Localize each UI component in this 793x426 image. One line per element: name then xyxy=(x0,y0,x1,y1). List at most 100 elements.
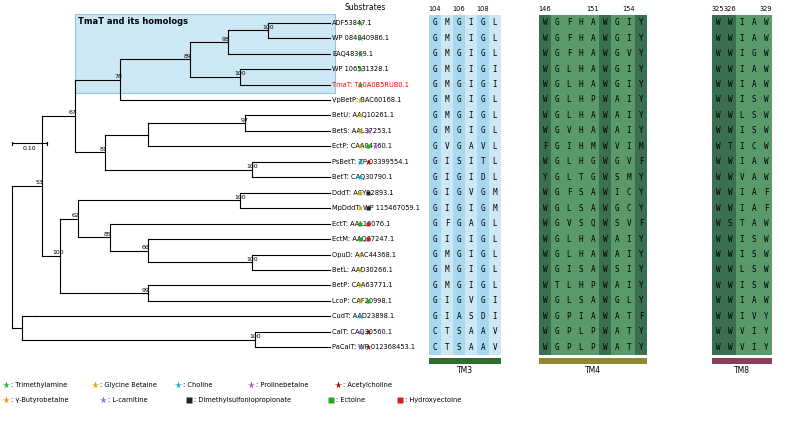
Text: I: I xyxy=(469,49,473,58)
Text: : L-carnitine: : L-carnitine xyxy=(108,397,147,403)
Text: L: L xyxy=(567,111,571,120)
Text: 104: 104 xyxy=(429,6,442,12)
Text: W: W xyxy=(764,95,768,104)
Text: W: W xyxy=(542,65,547,74)
Text: V: V xyxy=(445,142,450,151)
Text: : Glycine Betaine: : Glycine Betaine xyxy=(100,382,157,388)
Text: A: A xyxy=(615,281,619,290)
Text: A: A xyxy=(615,127,619,135)
Text: L: L xyxy=(492,142,497,151)
Text: OpuD: AAC44368.1: OpuD: AAC44368.1 xyxy=(332,251,396,258)
Text: L: L xyxy=(492,95,497,104)
Text: I: I xyxy=(445,173,450,182)
Text: WP 106531328.1: WP 106531328.1 xyxy=(332,66,389,72)
Text: S: S xyxy=(457,343,462,352)
Text: T: T xyxy=(626,312,631,321)
Text: L: L xyxy=(492,127,497,135)
Text: MpDddT: WP 115467059.1: MpDddT: WP 115467059.1 xyxy=(332,205,419,211)
Text: Y: Y xyxy=(638,188,643,197)
Text: I: I xyxy=(752,343,757,352)
Text: I: I xyxy=(740,49,745,58)
Text: : Dimethylsulfoniopropionate: : Dimethylsulfoniopropionate xyxy=(194,397,291,403)
Text: I: I xyxy=(752,327,757,336)
Text: A: A xyxy=(615,327,619,336)
Text: W: W xyxy=(603,327,607,336)
Bar xyxy=(539,358,647,364)
Text: G: G xyxy=(433,127,437,135)
Text: A: A xyxy=(752,173,757,182)
Text: W: W xyxy=(728,34,732,43)
Text: A: A xyxy=(752,204,757,213)
Text: EctT: AAL16076.1: EctT: AAL16076.1 xyxy=(332,221,390,227)
Text: G: G xyxy=(554,204,559,213)
Text: S: S xyxy=(752,265,757,274)
Text: G: G xyxy=(554,188,559,197)
Text: G: G xyxy=(433,204,437,213)
Text: S: S xyxy=(457,327,462,336)
Text: S: S xyxy=(728,219,732,228)
Text: L: L xyxy=(492,49,497,58)
Text: I: I xyxy=(740,80,745,89)
Text: V: V xyxy=(626,219,631,228)
Text: F: F xyxy=(567,49,571,58)
Text: W: W xyxy=(716,49,720,58)
Text: W: W xyxy=(603,281,607,290)
Text: I: I xyxy=(469,235,473,244)
Text: V: V xyxy=(626,157,631,166)
Text: A: A xyxy=(591,65,596,74)
Text: I: I xyxy=(469,127,473,135)
Text: G: G xyxy=(481,65,485,74)
Text: A: A xyxy=(615,95,619,104)
Text: I: I xyxy=(469,80,473,89)
Text: A: A xyxy=(591,18,596,27)
Text: W: W xyxy=(764,250,768,259)
Text: W: W xyxy=(728,250,732,259)
Text: I: I xyxy=(626,80,631,89)
Text: 100: 100 xyxy=(52,250,63,256)
Text: S: S xyxy=(579,296,584,305)
Text: G: G xyxy=(615,296,619,305)
Text: M: M xyxy=(492,188,497,197)
Text: I: I xyxy=(740,127,745,135)
Text: H: H xyxy=(579,34,584,43)
Text: V: V xyxy=(567,127,571,135)
Text: W: W xyxy=(764,296,768,305)
Text: G: G xyxy=(554,95,559,104)
Text: W: W xyxy=(764,219,768,228)
Text: W: W xyxy=(716,219,720,228)
Text: I: I xyxy=(445,157,450,166)
Text: P: P xyxy=(591,95,596,104)
Text: W: W xyxy=(728,95,732,104)
Text: I: I xyxy=(469,281,473,290)
Text: T: T xyxy=(445,343,450,352)
Text: W: W xyxy=(764,235,768,244)
Text: M: M xyxy=(445,265,450,274)
Text: EAQ48369.1: EAQ48369.1 xyxy=(332,51,373,57)
Text: I: I xyxy=(445,188,450,197)
Text: I: I xyxy=(626,142,631,151)
Text: S: S xyxy=(579,219,584,228)
Text: A: A xyxy=(591,188,596,197)
Text: W: W xyxy=(542,49,547,58)
Text: W: W xyxy=(764,157,768,166)
Text: I: I xyxy=(626,281,631,290)
Text: Y: Y xyxy=(638,281,643,290)
Text: M: M xyxy=(445,34,450,43)
Text: W: W xyxy=(764,65,768,74)
Text: A: A xyxy=(591,312,596,321)
Text: L: L xyxy=(492,265,497,274)
Text: 106: 106 xyxy=(453,6,465,12)
Text: C: C xyxy=(752,142,757,151)
Text: W: W xyxy=(603,312,607,321)
Text: W: W xyxy=(764,80,768,89)
Text: A: A xyxy=(752,219,757,228)
Text: W: W xyxy=(542,219,547,228)
Text: W: W xyxy=(603,250,607,259)
Text: G: G xyxy=(433,34,437,43)
Text: W: W xyxy=(716,312,720,321)
Text: C: C xyxy=(433,343,437,352)
Text: L: L xyxy=(740,111,745,120)
Text: A: A xyxy=(591,250,596,259)
Text: I: I xyxy=(445,296,450,305)
Text: G: G xyxy=(615,157,619,166)
